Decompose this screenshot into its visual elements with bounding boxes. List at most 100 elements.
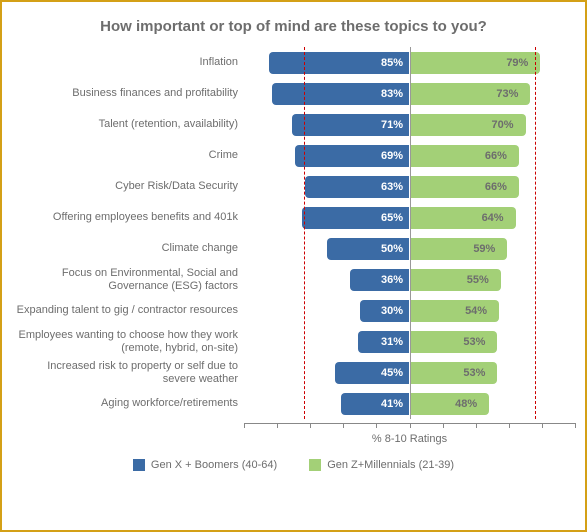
bar-left-value: 30% [375, 305, 409, 317]
x-axis-tick [310, 423, 311, 428]
x-axis-caption: % 8-10 Ratings [244, 433, 575, 445]
chart-row: Climate change 50% 59% [12, 233, 575, 264]
bar-left: 71% [292, 114, 409, 136]
bar-right-value: 48% [449, 398, 483, 410]
bar-group: 50% 59% [244, 238, 575, 260]
bar-right-value: 55% [461, 274, 495, 286]
bar-right: 53% [410, 362, 497, 384]
legend-swatch [133, 459, 145, 471]
bar-group: 36% 55% [244, 269, 575, 291]
bar-left-value: 65% [375, 212, 409, 224]
bar-right: 55% [410, 269, 501, 291]
category-label: Cyber Risk/Data Security [12, 180, 244, 193]
bar-left-value: 63% [375, 181, 409, 193]
chart-row: Aging workforce/retirements 41% 48% [12, 388, 575, 419]
bar-group: 83% 73% [244, 83, 575, 105]
bar-left-value: 45% [375, 367, 409, 379]
chart-row: Inflation 85% 79% [12, 47, 575, 78]
bar-group: 41% 48% [244, 393, 575, 415]
category-label: Talent (retention, availability) [12, 118, 244, 131]
bar-left: 83% [272, 83, 409, 105]
legend-item: Gen X + Boomers (40-64) [133, 459, 277, 471]
chart-row: Expanding talent to gig / contractor res… [12, 295, 575, 326]
category-label: Expanding talent to gig / contractor res… [12, 304, 244, 317]
chart-plot-area: Inflation 85% 79% Business finances and pro… [12, 47, 575, 419]
chart-row: Offering employees benefits and 401k65%6… [12, 202, 575, 233]
chart-row: Increased risk to property or self due t… [12, 357, 575, 388]
bar-left: 45% [335, 362, 409, 384]
bar-right-value: 59% [467, 243, 501, 255]
chart-title: How important or top of mind are these t… [12, 18, 575, 35]
chart-row: Focus on Environmental, Social and Gover… [12, 264, 575, 295]
bar-group: 31% 53% [244, 331, 575, 353]
x-axis-ticks [244, 423, 575, 429]
bar-left-value: 69% [375, 150, 409, 162]
x-axis-tick [542, 423, 543, 428]
bar-right-value: 70% [485, 119, 519, 131]
bar-left: 36% [350, 269, 409, 291]
x-axis-tick [509, 423, 510, 428]
bar-group: 30%54% [244, 300, 575, 322]
bar-right-value: 66% [479, 150, 513, 162]
chart-row: Business finances and profitability 83% 73… [12, 78, 575, 109]
bar-right-value: 79% [500, 57, 534, 69]
legend-item: Gen Z+Millennials (21-39) [309, 459, 454, 471]
category-label: Increased risk to property or self due t… [12, 360, 244, 385]
bar-right: 64% [410, 207, 516, 229]
legend-label: Gen Z+Millennials (21-39) [327, 459, 454, 471]
x-axis-tick [343, 423, 344, 428]
bar-left: 41% [341, 393, 409, 415]
bar-left-value: 36% [375, 274, 409, 286]
bar-group: 71% 70% [244, 114, 575, 136]
category-label: Offering employees benefits and 401k [12, 211, 244, 224]
legend-swatch [309, 459, 321, 471]
category-label: Climate change [12, 242, 244, 255]
category-label: Focus on Environmental, Social and Gover… [12, 267, 244, 292]
bar-group: 63% 66% [244, 176, 575, 198]
bar-left: 50% [327, 238, 410, 260]
legend: Gen X + Boomers (40-64) Gen Z+Millennials… [12, 459, 575, 471]
bar-group: 65% 64% [244, 207, 575, 229]
chart-row: Crime 69% 66% [12, 140, 575, 171]
bar-left: 30% [360, 300, 410, 322]
bar-left: 31% [358, 331, 409, 353]
bar-right: 66% [410, 145, 519, 167]
category-label: Business finances and profitability [12, 87, 244, 100]
bar-right: 54% [410, 300, 499, 322]
chart-row: Employees wanting to choose how they wor… [12, 326, 575, 357]
bar-right-value: 66% [479, 181, 513, 193]
x-axis: % 8-10 Ratings [12, 423, 575, 455]
chart-row: Cyber Risk/Data Security 63% 66% [12, 171, 575, 202]
bar-right: 53% [410, 331, 497, 353]
bar-left-value: 50% [375, 243, 409, 255]
category-label: Crime [12, 149, 244, 162]
bar-left-value: 71% [375, 119, 409, 131]
chart-frame: How important or top of mind are these t… [0, 0, 587, 532]
bar-group: 69% 66% [244, 145, 575, 167]
x-axis-tick [410, 423, 411, 428]
x-axis-tick [244, 423, 245, 428]
bar-left: 69% [295, 145, 409, 167]
x-axis-tick [575, 423, 576, 428]
bar-group: 45%53% [244, 362, 575, 384]
bar-right: 48% [410, 393, 489, 415]
bar-right-value: 73% [490, 88, 524, 100]
category-label: Aging workforce/retirements [12, 397, 244, 410]
bar-left: 65% [302, 207, 409, 229]
bar-left-value: 41% [375, 398, 409, 410]
bar-right: 79% [410, 52, 540, 74]
legend-label: Gen X + Boomers (40-64) [151, 459, 277, 471]
x-axis-tick [277, 423, 278, 428]
x-axis-tick [476, 423, 477, 428]
bar-right: 59% [410, 238, 507, 260]
bar-right-value: 53% [457, 336, 491, 348]
x-axis-tick [376, 423, 377, 428]
bar-right-value: 64% [476, 212, 510, 224]
bar-left-value: 83% [375, 88, 409, 100]
bar-left: 63% [305, 176, 409, 198]
bar-left-value: 31% [375, 336, 409, 348]
category-label: Inflation [12, 56, 244, 69]
bar-left-value: 85% [375, 57, 409, 69]
bar-group: 85% 79% [244, 52, 575, 74]
chart-row: Talent (retention, availability) 71% 70% [12, 109, 575, 140]
